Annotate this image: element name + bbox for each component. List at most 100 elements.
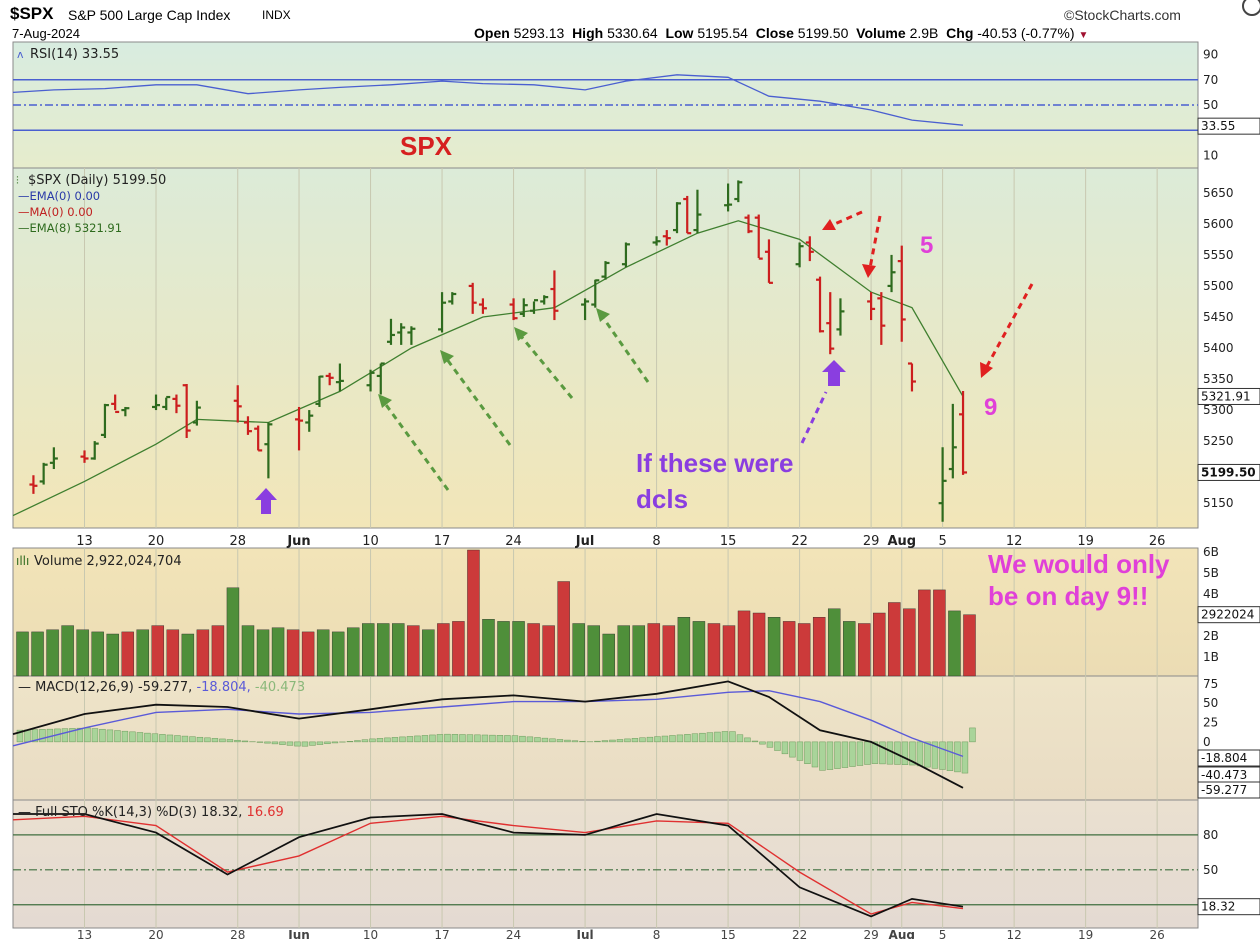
index-name: S&P 500 Large Cap Index	[68, 7, 231, 23]
ohlc-bar	[897, 245, 906, 342]
macd-histogram-bar	[234, 739, 241, 743]
macd-histogram-bar	[301, 741, 309, 747]
open-value: 5293.13	[513, 25, 565, 41]
volume-tick-label: 6B	[1203, 545, 1219, 559]
volume-bar	[16, 631, 29, 677]
ohlc-bar	[887, 254, 896, 293]
legend-ma0: —MA(0) 0.00	[18, 205, 93, 219]
ohlc-bar	[683, 195, 692, 235]
chart-header: $SPX S&P 500 Large Cap Index INDX 7-Aug-…	[4, 2, 1254, 42]
sto-title-main: — Full STO %K(14,3) %D(3) 18.32,	[18, 805, 247, 820]
volume-bar	[226, 587, 240, 677]
macd-hist-last: -40.473	[1201, 768, 1247, 782]
x-tick-label: 15	[720, 534, 737, 549]
volume-bar	[121, 631, 134, 677]
macd-histogram-bar	[969, 727, 976, 743]
corner-tool-icon[interactable]	[1242, 0, 1260, 16]
volume-bar	[346, 627, 360, 677]
rsi-tick-label: 50	[1203, 98, 1218, 112]
ohlc-bar	[192, 400, 201, 426]
price-tick-label: 5150	[1203, 496, 1234, 510]
price-tick-label: 5400	[1203, 341, 1234, 355]
ema8-last-value: 5321.91	[1201, 389, 1251, 403]
volume-bar	[331, 631, 345, 677]
macd-histogram-bar	[541, 737, 549, 743]
green-arrow-4	[600, 315, 650, 383]
x-tick-label: Aug	[887, 534, 916, 549]
bottom-x-tick-label: 24	[506, 928, 521, 939]
volume-bar	[587, 625, 600, 677]
macd-histogram-bar	[144, 732, 151, 743]
bottom-x-tick-label: 10	[363, 928, 378, 939]
x-tick-label: Jul	[575, 534, 595, 549]
macd-histogram-bar	[834, 741, 841, 769]
bottom-x-tick-label: 28	[230, 928, 245, 939]
macd-histogram-bar	[676, 734, 684, 743]
macd-histogram-bar	[519, 735, 526, 743]
volume-bar	[677, 617, 691, 677]
macd-title-main: — MACD(12,26,9) -59.277,	[18, 680, 196, 695]
ohlc-bar	[438, 292, 447, 333]
volume-value: 2.9B	[909, 25, 939, 41]
macd-histogram-bar	[939, 741, 946, 770]
macd-histogram-bar	[241, 740, 249, 743]
ohlc-bar	[49, 447, 58, 470]
volume-bar	[76, 629, 89, 677]
bottom-x-tick-label: Jul	[576, 928, 594, 939]
sto-tick-label: 50	[1203, 863, 1218, 877]
ohlc-bar	[529, 299, 538, 314]
ohlc-bar	[90, 441, 99, 460]
price-tick-label: 5600	[1203, 217, 1234, 231]
macd-histogram-bar	[729, 731, 736, 743]
macd-histogram-bar	[166, 734, 174, 743]
price-last-value-box	[1197, 463, 1260, 481]
price-tick-label: 5550	[1203, 248, 1234, 262]
symbol: $SPX	[10, 4, 54, 23]
ohlc-bar	[39, 462, 48, 485]
red-arrow-1	[829, 210, 863, 228]
volume-bar	[467, 549, 480, 677]
macd-histogram-bar	[91, 728, 99, 743]
ohlc-bar	[397, 323, 406, 345]
volume-bar	[843, 621, 856, 677]
volume-bar	[662, 625, 676, 677]
macd-histogram-bar	[376, 738, 384, 743]
macd-histogram-bar	[916, 741, 924, 767]
macd-histogram-bar	[841, 741, 849, 768]
macd-histogram-bar	[706, 732, 714, 743]
note2-line2: be on day 9!!	[988, 581, 1148, 611]
brand-name: StockCharts.com	[1074, 7, 1181, 23]
ohlc-bar	[386, 318, 395, 345]
ohlc-bar	[826, 292, 835, 355]
x-tick-label: 29	[863, 534, 880, 549]
ohlc-bar	[100, 403, 109, 438]
ohlc-bar	[468, 282, 477, 314]
sto-last-value: 18.32	[1201, 900, 1235, 914]
change-label: Chg	[946, 25, 974, 41]
close-value: 5199.50	[797, 25, 849, 41]
macd-histogram-bar	[256, 741, 264, 743]
ema8-line	[12, 220, 964, 517]
wave5-label: 5	[920, 232, 933, 259]
macd-histogram-bar	[594, 740, 601, 743]
macd-tick-label: 0	[1203, 735, 1211, 749]
ohlc-bar	[325, 372, 334, 386]
macd-histogram-bar	[324, 741, 331, 745]
macd-signal-line	[12, 689, 964, 758]
macd-title-signal: -18.804,	[196, 680, 254, 695]
exchange: INDX	[262, 8, 291, 22]
macd-histogram-bar	[451, 734, 459, 743]
macd-histogram-bar	[886, 741, 894, 765]
sto-tick-label: 80	[1203, 828, 1218, 842]
macd-histogram-bar	[429, 734, 436, 743]
x-tick-label: 24	[505, 534, 522, 549]
red-arrowhead-3	[980, 362, 993, 378]
volume-bar	[497, 621, 510, 677]
wave9-label: 9	[984, 394, 997, 421]
green-arrow-3	[518, 334, 574, 399]
volume-bar	[377, 623, 390, 677]
macd-signal-last: -18.804	[1201, 751, 1247, 765]
macd-histogram-bar	[406, 736, 414, 743]
macd-histogram-bar	[661, 735, 669, 743]
